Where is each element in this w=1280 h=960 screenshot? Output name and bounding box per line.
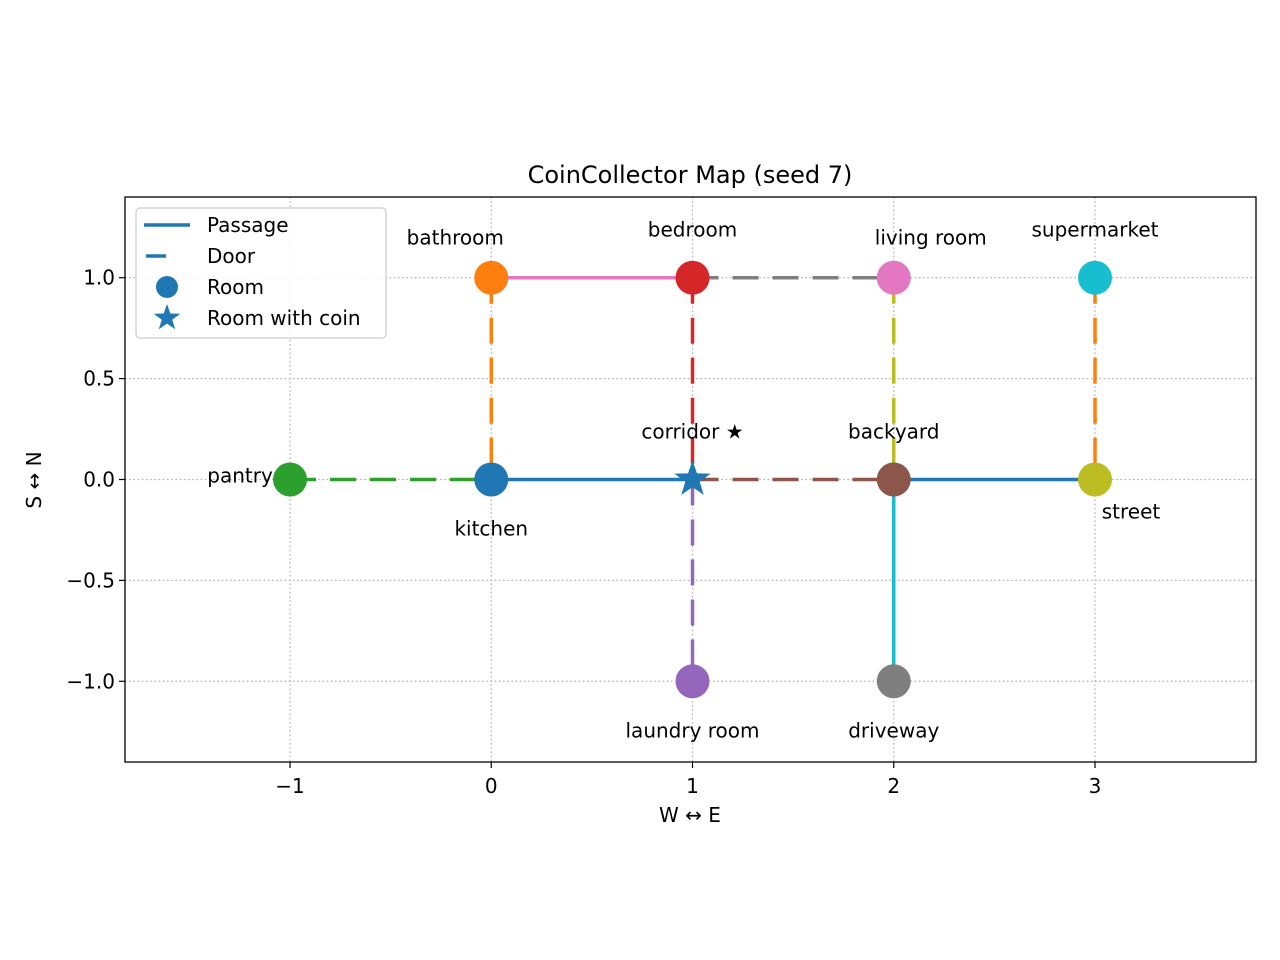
legend-label: Passage	[207, 213, 289, 237]
room-driveway-marker	[876, 664, 911, 699]
x-tick-label: 3	[1089, 774, 1102, 798]
legend: Passage Door Room Room with coin	[135, 207, 387, 339]
axis-ticks: −1 0 1 2 3 −1.0 −0.5 0.0 0.5 1.0	[66, 266, 1101, 798]
room-supermarket-marker	[1078, 260, 1113, 295]
room-label-corridor: corridor ★	[641, 420, 743, 444]
room-laundry-room-marker	[675, 664, 710, 699]
x-axis-label: W ↔ E	[659, 803, 721, 827]
room-kitchen-marker	[474, 462, 509, 497]
legend-room-symbol	[156, 276, 178, 298]
legend-label: Room	[207, 275, 264, 299]
room-bedroom-marker	[675, 260, 710, 295]
connections	[290, 275, 1097, 682]
room-pantry-marker	[273, 462, 308, 497]
y-tick-label: 0.0	[83, 468, 115, 492]
y-axis-label: S ↔ N	[22, 451, 46, 508]
room-label-supermarket: supermarket	[1032, 218, 1159, 242]
room-labels: bathroom bedroom living room supermarket pan…	[207, 218, 1160, 743]
y-tick-label: −0.5	[66, 568, 115, 592]
x-tick-label: 2	[887, 774, 900, 798]
x-tick-label: 1	[686, 774, 699, 798]
room-label-laundry-room: laundry room	[626, 718, 760, 742]
room-living-room-marker	[876, 260, 911, 295]
x-tick-label: 0	[485, 774, 498, 798]
room-label-driveway: driveway	[848, 718, 939, 742]
room-corridor-coin-marker	[674, 460, 711, 495]
y-tick-label: 0.5	[83, 367, 115, 391]
room-label-backyard: backyard	[848, 420, 939, 444]
room-label-kitchen: kitchen	[454, 517, 528, 541]
room-label-bathroom: bathroom	[407, 226, 504, 250]
room-label-pantry: pantry	[207, 464, 273, 488]
legend-label: Room with coin	[207, 306, 361, 330]
room-street-marker	[1078, 462, 1113, 497]
room-label-street: street	[1102, 500, 1161, 524]
room-bathroom-marker	[474, 260, 509, 295]
legend-coin-symbol	[153, 304, 181, 330]
legend-box	[135, 207, 387, 339]
x-tick-label: −1	[275, 774, 304, 798]
room-label-living-room: living room	[875, 226, 987, 250]
chart-title: CoinCollector Map (seed 7)	[528, 161, 853, 189]
room-backyard-marker	[876, 462, 911, 497]
room-label-bedroom: bedroom	[648, 218, 737, 242]
legend-label: Door	[207, 244, 256, 268]
rooms	[273, 260, 1113, 699]
y-tick-label: 1.0	[83, 266, 115, 290]
y-tick-label: −1.0	[66, 669, 115, 693]
